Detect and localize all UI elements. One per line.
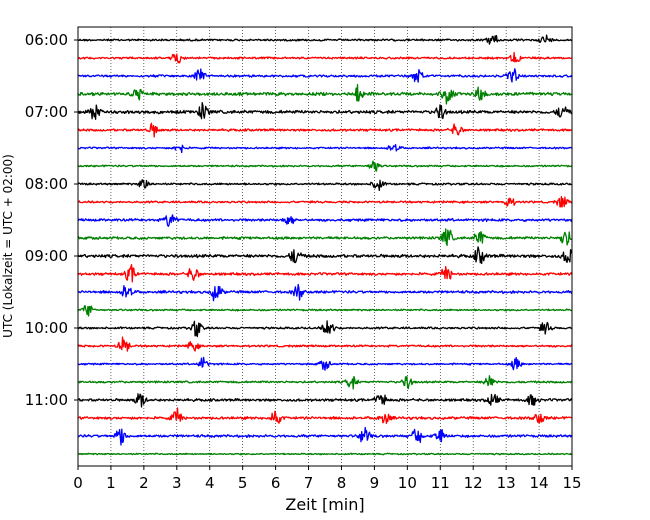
trace-row <box>77 320 573 338</box>
trace-row <box>77 283 573 302</box>
trace-row <box>77 393 573 408</box>
trace-row <box>77 375 573 390</box>
x-tick-label: 6 <box>271 474 281 492</box>
y-tick-label: 10:00 <box>25 319 68 337</box>
x-axis: 0 1 2 3 4 5 6 7 8 9 10 11 12 13 14 15 <box>73 466 582 492</box>
trace-row <box>77 122 572 138</box>
trace-row <box>77 160 573 172</box>
trace-row <box>77 195 573 208</box>
trace-row <box>77 101 573 120</box>
y-tick-label: 08:00 <box>25 175 68 193</box>
x-axis-title: Zeit [min] <box>285 495 364 514</box>
y-tick-label: 07:00 <box>25 103 68 121</box>
trace-row <box>77 228 573 246</box>
x-tick-label: 13 <box>497 474 516 492</box>
plot-frame <box>77 26 573 467</box>
x-tick-label: 14 <box>530 474 549 492</box>
trace-row <box>77 51 572 64</box>
y-tick-label: 06:00 <box>25 31 68 49</box>
trace-row <box>77 407 573 425</box>
y-axis-title: UTC (Lokalzeit = UTC + 02:00) <box>1 154 15 338</box>
x-tick-label: 0 <box>73 474 83 492</box>
trace-row <box>77 336 573 352</box>
x-tick-label: 8 <box>337 474 347 492</box>
trace-row <box>77 34 573 45</box>
trace-row <box>77 356 573 371</box>
trace-row <box>77 68 573 83</box>
trace-row <box>77 452 573 456</box>
y-axis: 06:00 07:00 08:00 09:00 10:00 11:00 <box>25 31 78 409</box>
x-tick-label: 9 <box>370 474 380 492</box>
x-tick-label: 7 <box>304 474 314 492</box>
x-tick-label: 5 <box>238 474 248 492</box>
x-tick-label: 3 <box>172 474 182 492</box>
trace-row <box>77 179 573 192</box>
trace-row <box>77 143 573 154</box>
y-tick-label: 09:00 <box>25 247 68 265</box>
trace-rows <box>77 34 573 456</box>
x-tick-label: 4 <box>205 474 215 492</box>
x-tick-label: 11 <box>431 474 450 492</box>
x-tick-label: 1 <box>106 474 116 492</box>
y-tick-label: 11:00 <box>25 391 68 409</box>
x-tick-label: 10 <box>398 474 417 492</box>
vertical-grid <box>110 27 540 466</box>
x-tick-label: 2 <box>139 474 149 492</box>
trace-row <box>77 426 573 446</box>
trace-row <box>77 246 573 265</box>
x-tick-label: 12 <box>464 474 483 492</box>
trace-row <box>77 83 573 105</box>
x-tick-label: 15 <box>562 474 581 492</box>
trace-row <box>77 264 573 283</box>
trace-row <box>77 214 573 227</box>
trace-row <box>77 305 573 317</box>
